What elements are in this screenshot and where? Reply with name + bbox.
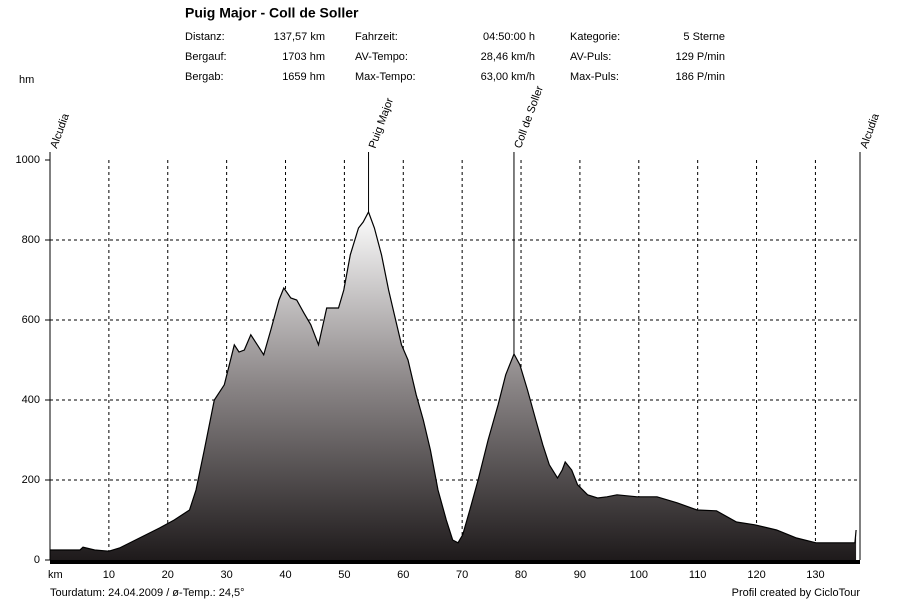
x-tick-label: 120: [747, 569, 765, 581]
x-tick-label: 90: [574, 569, 586, 581]
y-tick-label: 0: [34, 554, 40, 566]
profile-area: [50, 212, 857, 560]
marker-label: Alcudia: [48, 111, 72, 150]
x-axis-label: km: [48, 569, 63, 581]
y-tick-label: 800: [22, 234, 40, 246]
stat-label: Bergauf:: [185, 51, 227, 63]
stat-value: 04:50:00 h: [483, 31, 535, 43]
stat-label: AV-Puls:: [570, 51, 611, 63]
stat-value: 137,57 km: [274, 31, 325, 43]
stat-label: Bergab:: [185, 71, 224, 83]
x-tick-label: 50: [338, 569, 350, 581]
x-tick-label: 40: [279, 569, 291, 581]
stat-value: 129 P/min: [675, 51, 725, 63]
marker-label: Puig Major: [367, 96, 396, 150]
title: Puig Major - Coll de Soller: [185, 5, 359, 21]
stat-label: AV-Tempo:: [355, 51, 408, 63]
stat-value: 28,46 km/h: [481, 51, 535, 63]
y-axis-label: hm: [19, 74, 34, 86]
footer-left: Tourdatum: 24.04.2009 / ø-Temp.: 24,5°: [50, 587, 245, 599]
stat-label: Distanz:: [185, 31, 225, 43]
profile-line: [50, 210, 857, 552]
x-tick-label: 10: [103, 569, 115, 581]
marker-label: Alcudia: [858, 111, 882, 150]
stat-value: 1703 hm: [282, 51, 325, 63]
x-tick-label: 80: [515, 569, 527, 581]
x-tick-label: 60: [397, 569, 409, 581]
x-tick-label: 20: [162, 569, 174, 581]
y-tick-label: 1000: [16, 154, 40, 166]
x-tick-label: 100: [630, 569, 648, 581]
stat-label: Fahrzeit:: [355, 31, 398, 43]
stat-label: Kategorie:: [570, 31, 620, 43]
footer-right: Profil created by CicloTour: [732, 587, 861, 599]
baseline-bar: [50, 560, 860, 564]
y-tick-label: 600: [22, 314, 40, 326]
stat-value: 5 Sterne: [683, 31, 725, 43]
x-tick-label: 110: [689, 569, 707, 581]
stat-value: 1659 hm: [282, 71, 325, 83]
x-tick-label: 130: [806, 569, 824, 581]
stat-value: 63,00 km/h: [481, 71, 535, 83]
x-tick-label: 30: [221, 569, 233, 581]
stat-label: Max-Puls:: [570, 71, 619, 83]
stat-value: 186 P/min: [675, 71, 725, 83]
y-tick-label: 400: [22, 394, 40, 406]
x-tick-label: 70: [456, 569, 468, 581]
y-tick-label: 200: [22, 474, 40, 486]
marker-label: Coll de Soller: [512, 84, 546, 150]
stat-label: Max-Tempo:: [355, 71, 416, 83]
